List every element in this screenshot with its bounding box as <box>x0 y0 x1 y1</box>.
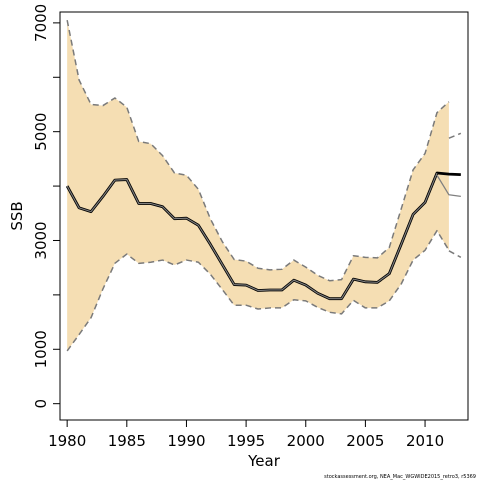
x-tick-label: 2000 <box>287 432 325 450</box>
plot-area <box>65 20 462 352</box>
retro-lower-bound-line <box>448 250 462 259</box>
x-axis-title: Year <box>247 452 281 470</box>
x-axis: 1980 1985 1990 1995 2000 2005 2010 <box>48 419 444 450</box>
x-tick-label: 1985 <box>108 432 146 450</box>
x-tick-label: 2005 <box>346 432 384 450</box>
ssb-retro-overlay-line <box>66 172 438 300</box>
retro-estimate-line <box>436 174 461 198</box>
retro-upper-bound-line <box>448 132 462 139</box>
y-tick-label: 3000 <box>32 221 50 259</box>
y-tick-label: 7000 <box>32 4 50 42</box>
footnote: stockassessment.org, NEA_Mac_WGWIDE2015_… <box>324 474 476 480</box>
x-tick-label: 1995 <box>227 432 265 450</box>
y-axis-title: SSB <box>8 201 26 230</box>
upper-bound-line <box>66 20 450 282</box>
x-tick-label: 1990 <box>167 432 205 450</box>
x-tick-label: 1980 <box>48 432 86 450</box>
x-tick-label: 2010 <box>406 432 444 450</box>
y-axis: 0 1000 3000 5000 7000 <box>32 4 61 409</box>
y-tick-label: 1000 <box>32 330 50 368</box>
confidence-band <box>67 20 449 351</box>
y-tick-label: 5000 <box>32 113 50 151</box>
lower-bound-line <box>66 229 450 352</box>
y-tick-label: 0 <box>32 399 50 409</box>
